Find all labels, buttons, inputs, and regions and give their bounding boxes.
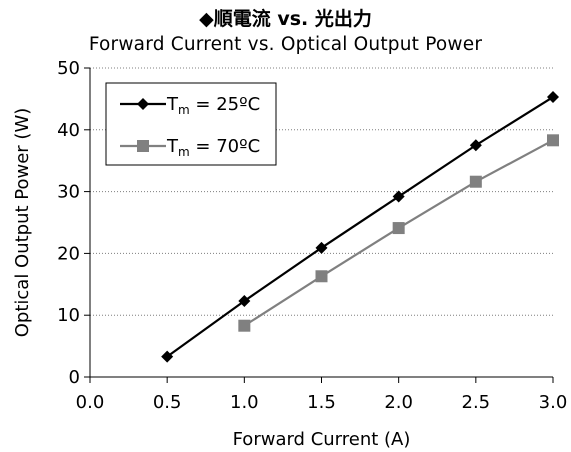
x-axis-title: Forward Current (A) (233, 429, 411, 450)
x-tick-label: 2.0 (384, 392, 413, 413)
data-point-diamond (547, 91, 559, 104)
y-tick-label: 0 (69, 367, 80, 388)
x-tick-label: 3.0 (539, 392, 568, 413)
legend-label: Tm = 25ºC (166, 94, 260, 117)
y-tick-label: 50 (57, 58, 80, 79)
legend-box (105, 82, 277, 166)
x-tick-label: 0.5 (153, 392, 182, 413)
series-1 (161, 91, 559, 363)
y-tick-label: 40 (57, 120, 80, 141)
data-point-square (547, 134, 559, 147)
series-2 (238, 134, 559, 332)
data-point-square (315, 270, 328, 283)
data-point-diamond (161, 350, 174, 363)
data-point-diamond (469, 139, 482, 152)
data-point-diamond (137, 98, 149, 110)
y-axis-title: Optical Output Power (W) (12, 108, 33, 338)
x-tick-label: 1.5 (307, 392, 336, 413)
data-point-diamond (315, 241, 328, 254)
x-tick-label: 2.5 (462, 392, 491, 413)
data-point-square (392, 222, 405, 235)
x-tick-label: 1.0 (230, 392, 259, 413)
x-tick-label: 0.0 (76, 392, 105, 413)
data-point-square (137, 140, 149, 152)
series-line (166, 96, 554, 358)
y-tick-label: 20 (57, 243, 80, 264)
data-point-diamond (238, 294, 251, 307)
legend-label: Tm = 70ºC (166, 136, 260, 159)
chart-subtitle: Forward Current vs. Optical Output Power (88, 34, 483, 55)
legend: Tm = 25ºC Tm = 70ºC (105, 82, 277, 166)
data-point-square (238, 319, 251, 332)
data-point-square (469, 175, 482, 188)
y-tick-label: 30 (57, 182, 80, 203)
data-point-diamond (392, 190, 405, 203)
chart-title: ◆順電流 vs. 光出力 (199, 8, 372, 30)
y-tick-label: 10 (57, 305, 80, 326)
